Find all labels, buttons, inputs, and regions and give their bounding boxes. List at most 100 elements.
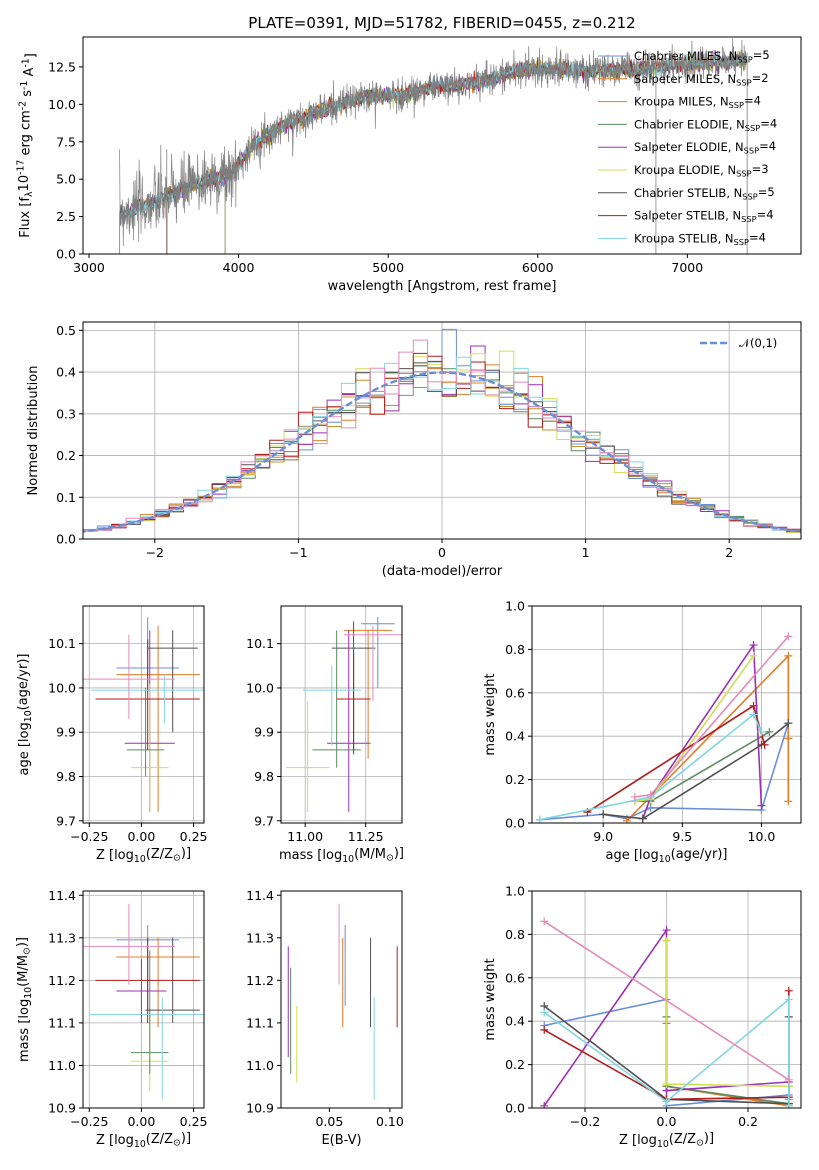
legend-label: Kroupa STELIB, NSSP​=4 [634, 230, 766, 246]
y-tick-label: 11.1 [246, 1015, 274, 1030]
weight-marker [760, 740, 769, 749]
x-axis-label: Z [log10​(Z/Z⊙​)] [619, 1131, 714, 1150]
weight-series [543, 920, 790, 1081]
weight-marker [535, 815, 544, 823]
x-tick-label: 0.00 [127, 829, 155, 844]
axes-frame [280, 605, 403, 824]
x-tick-label: −0.25 [70, 829, 108, 844]
y-tick-label: 5.0 [56, 172, 76, 187]
y-tick-label: 10.0 [246, 680, 274, 695]
weight-marker [784, 1101, 793, 1108]
x-tick-label: 0.25 [180, 829, 208, 844]
y-tick-label: 10.1 [48, 636, 76, 651]
y-tick-label: 10.9 [246, 1101, 274, 1116]
weight-marker [662, 936, 671, 945]
axes-frame [531, 605, 802, 824]
weight-marker [622, 816, 631, 823]
y-tick-label: 0.5 [56, 323, 76, 338]
y-tick-label: 9.7 [56, 813, 76, 828]
y-tick-label: 0.6 [505, 970, 525, 985]
x-axis-label: age [log10​(age/yr)] [606, 847, 728, 865]
y-tick-label: 0.0 [56, 247, 76, 262]
weight-marker [749, 651, 758, 660]
y-tick-label: 0.4 [505, 1014, 525, 1029]
y-tick-label: 0.0 [56, 532, 76, 547]
spectrum-panel-plot [119, 38, 748, 254]
y-axis-label: mass [log10​(M/M⊙​)] [15, 937, 34, 1062]
x-tick-label: 1 [582, 545, 590, 560]
y-tick-label: 0.6 [505, 685, 525, 700]
x-tick-label: 6000 [522, 260, 554, 275]
y-tick-label: 11.4 [48, 888, 76, 903]
y-tick-label: 0.8 [505, 927, 525, 942]
legend-label: 𝒩(0,1) [739, 336, 777, 350]
axes-frame [280, 890, 403, 1109]
x-tick-label: 11.25 [348, 829, 384, 844]
age-vs-mass-panel: 11.00 11.25 9.7 9.8 9.9 10.0 10.1 mass [log10​(… [246, 605, 404, 865]
age-vs-Z-panel: −0.25 0.00 0.25 9.7 9.8 9.9 10.0 10.1 Z [log10​(… [16, 605, 208, 865]
x-tick-label: 10.0 [748, 829, 776, 844]
y-tick-label: 11.3 [48, 930, 76, 945]
weight-marker [662, 1097, 671, 1106]
x-tick-label: 5000 [372, 260, 404, 275]
weight-marker [662, 1080, 671, 1089]
x-tick-label: −0.25 [70, 1114, 108, 1129]
legend-label: Chabrier STELIB, NSSP​=5 [634, 185, 775, 201]
y-tick-label: 9.9 [254, 725, 274, 740]
weight-marker [784, 986, 793, 995]
weight-marker [540, 917, 549, 926]
y-tick-label: 9.8 [254, 769, 274, 784]
weight-marker [765, 727, 774, 736]
x-tick-label: 0.2 [738, 1114, 758, 1129]
weight-series [539, 722, 790, 821]
axes-frame [82, 890, 205, 1109]
y-axis-label: Flux [fλ​10-17​ erg cm-2​ s-1​ A-1​] [16, 53, 39, 238]
x-tick-label: 3000 [73, 260, 105, 275]
axes-frame [82, 36, 802, 255]
x-axis-label: Z [log10​(Z/Z⊙​)] [96, 1131, 191, 1150]
weight-vs-age-panel-plot [532, 606, 801, 823]
weight-marker [599, 810, 608, 819]
x-axis-label: E(B-V) [321, 1133, 361, 1148]
y-tick-label: 7.5 [56, 134, 76, 149]
x-tick-label: 0.05 [315, 1114, 343, 1129]
y-tick-label: 12.5 [48, 59, 76, 74]
normal-curve [83, 371, 801, 533]
y-tick-label: 0.0 [505, 816, 525, 831]
y-tick-label: 0.2 [56, 448, 76, 463]
weight-series [539, 713, 763, 821]
weight-series [665, 940, 789, 1107]
y-tick-label: 1.0 [505, 599, 525, 614]
y-tick-label: 0.4 [56, 365, 76, 380]
weight-series [665, 1016, 790, 1105]
x-tick-label: 0.0 [657, 1114, 677, 1129]
x-tick-label: 0.10 [376, 1114, 404, 1129]
chart-title: PLATE=0391, MJD=51782, FIBERID=0455, z=0… [248, 14, 635, 32]
y-tick-label: 10.9 [48, 1101, 76, 1116]
y-tick-label: 10.1 [246, 636, 274, 651]
y-tick-label: 11.0 [246, 1058, 274, 1073]
x-axis-label: Z [log10​(Z/Z⊙​)] [96, 846, 191, 865]
weight-marker [630, 792, 639, 801]
y-tick-label: 9.7 [254, 813, 274, 828]
spectrum-legend: Chabrier MILES, NSSP​=5 Salpeter MILES, N… [598, 48, 777, 247]
weight-marker [784, 734, 793, 743]
legend-label: Kroupa MILES, NSSP​=4 [634, 94, 761, 110]
x-axis-label: mass [log10​(M/M⊙​)] [279, 846, 404, 865]
x-tick-label: 2 [725, 545, 733, 560]
y-tick-label: 9.8 [56, 769, 76, 784]
weight-marker [784, 632, 793, 641]
y-tick-label: 11.1 [48, 1015, 76, 1030]
residual-panel-plot [83, 322, 801, 539]
weight-vs-age-panel: 9.0 9.5 10.0 0.0 0.2 0.4 0.6 0.8 1.0 age [log10​(… [483, 599, 802, 865]
weight-marker [784, 995, 793, 1004]
y-tick-label: 0.2 [505, 772, 525, 787]
spectrum-panel: 3000 4000 5000 6000 7000 0.0 2.5 5.0 7.5 10.0 12.5… [16, 14, 802, 294]
weight-marker [749, 701, 758, 710]
age-vs-Z-panel-plot [83, 606, 204, 823]
x-tick-label: −1 [289, 545, 307, 560]
y-axis-label: mass weight [483, 958, 498, 1040]
y-tick-label: 0.8 [505, 642, 525, 657]
y-tick-label: 10.0 [48, 680, 76, 695]
x-tick-label: 7000 [671, 260, 703, 275]
